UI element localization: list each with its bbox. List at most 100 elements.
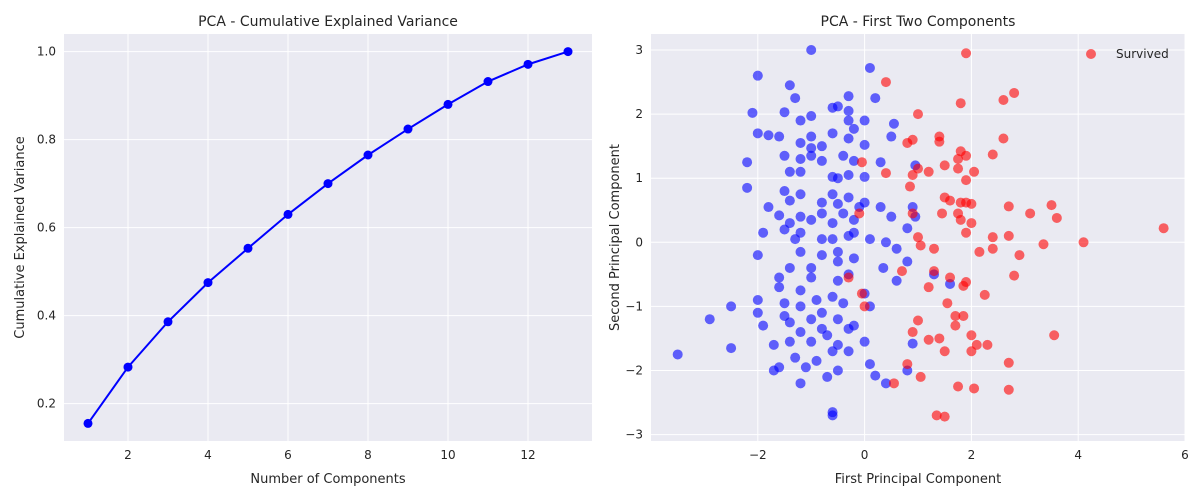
scatter-point-blue	[891, 275, 902, 286]
scatter-point-blue	[859, 115, 870, 126]
scatter-point-blue	[859, 139, 870, 150]
scatter-point-survived	[934, 136, 945, 147]
scatter-point-blue	[886, 211, 897, 222]
legend-marker-survived	[1086, 49, 1096, 59]
x-tick-label: 6	[1181, 448, 1189, 462]
scatter-point-survived	[953, 381, 964, 392]
variance-point	[323, 179, 333, 189]
scatter-point-survived	[966, 346, 977, 357]
scatter-point-survived	[961, 227, 972, 238]
y-tick-label: 0.2	[37, 397, 56, 411]
scatter-point-blue	[784, 317, 795, 328]
scatter-point-blue	[784, 166, 795, 177]
scatter-point-blue	[806, 336, 817, 347]
y-tick-label: 3	[635, 43, 643, 57]
x-tick-label: 2	[124, 448, 132, 462]
scatter-point-blue	[742, 182, 753, 193]
scatter-point-blue	[816, 197, 827, 208]
scatter-point-survived	[913, 232, 923, 243]
scatter-point-survived	[939, 346, 950, 357]
scatter-point-blue	[864, 359, 875, 370]
scatter-point-survived	[987, 243, 998, 254]
scatter-point-blue	[774, 210, 785, 221]
variance-point	[363, 150, 373, 160]
chart-title: PCA - Cumulative Explained Variance	[198, 14, 458, 30]
scatter-point-blue	[864, 62, 875, 73]
chart-title: PCA - First Two Components	[821, 14, 1016, 30]
x-tick-label: 4	[1074, 448, 1082, 462]
variance-point	[123, 362, 133, 372]
scatter-point-survived	[934, 333, 945, 344]
variance-point	[523, 59, 533, 69]
x-axis-label: Number of Components	[250, 472, 405, 487]
scatter-point-blue	[888, 118, 899, 129]
scatter-point-survived	[880, 168, 891, 179]
scatter-point-survived	[856, 157, 867, 168]
scatter-point-blue	[784, 195, 795, 206]
y-tick-label: 1.0	[37, 45, 56, 59]
plot-area	[64, 34, 592, 441]
scatter-point-blue	[843, 323, 854, 334]
y-tick-label: 0.8	[37, 133, 56, 147]
scatter-point-blue	[859, 171, 870, 182]
y-tick-label: 0.4	[37, 309, 56, 323]
scatter-point-survived	[998, 133, 1009, 144]
y-tick-label: −2	[625, 363, 643, 377]
scatter-point-blue	[832, 173, 843, 184]
scatter-point-blue	[816, 250, 827, 261]
scatter-point-blue	[806, 45, 817, 56]
scatter-point-blue	[838, 208, 849, 219]
scatter-point-blue	[832, 256, 843, 267]
scatter-point-blue	[832, 101, 843, 112]
scatter-point-survived	[942, 298, 953, 309]
scatter-point-blue	[790, 352, 801, 363]
scatter-point-blue	[795, 153, 806, 164]
scatter-point-blue	[811, 355, 822, 366]
scatter-point-blue	[795, 327, 806, 338]
scatter-point-survived	[904, 181, 915, 192]
y-tick-label: 2	[635, 107, 643, 121]
scatter-point-survived	[1003, 357, 1014, 368]
scatter-point-blue	[779, 150, 790, 161]
scatter-point-blue	[902, 223, 913, 234]
scatter-point-blue	[843, 105, 854, 116]
scatter-point-survived	[1049, 330, 1060, 341]
scatter-point-blue	[859, 336, 870, 347]
scatter-point-survived	[958, 280, 969, 291]
scatter-point-blue	[758, 227, 769, 238]
y-tick-label: 1	[635, 171, 643, 185]
scatter-point-survived	[950, 311, 961, 322]
scatter-point-blue	[672, 349, 683, 360]
ticks: −2 0 2 4 6 −3 −2 −1 0 1 2 3	[625, 43, 1189, 462]
scatter-point-blue	[806, 314, 817, 325]
scatter-point-survived	[945, 272, 956, 283]
scatter-point-survived	[1014, 250, 1025, 261]
scatter-point-blue	[878, 262, 889, 273]
scatter-point-blue	[827, 346, 838, 357]
scatter-point-survived	[966, 218, 977, 229]
scatter-point-blue	[806, 111, 817, 122]
scatter-point-blue	[704, 314, 715, 325]
scatter-point-survived	[966, 198, 977, 209]
scatter-point-survived	[937, 208, 948, 219]
scatter-point-blue	[784, 80, 795, 91]
y-tick-label: 0.6	[37, 221, 56, 235]
scatter-point-survived	[1046, 200, 1057, 211]
legend: Survived	[1086, 47, 1169, 61]
scatter-point-blue	[779, 224, 790, 235]
scatter-point-blue	[795, 137, 806, 148]
ticks: 2 4 6 8 10 12 0.2 0.4 0.6 0.8 1.0	[37, 45, 536, 462]
y-axis-label: Cumulative Explained Variance	[13, 136, 28, 338]
variance-point	[443, 99, 453, 109]
scatter-point-survived	[1009, 270, 1020, 281]
variance-point	[283, 209, 293, 219]
scatter-point-blue	[891, 243, 902, 254]
scatter-point-survived	[955, 98, 966, 109]
scatter-point-blue	[806, 262, 817, 273]
scatter-point-survived	[974, 246, 985, 257]
scatter-point-survived	[1038, 239, 1049, 250]
scatter-point-blue	[848, 155, 859, 166]
scatter-point-blue	[816, 234, 827, 245]
scatter-point-blue	[843, 192, 854, 203]
y-tick-label: −1	[625, 299, 643, 313]
